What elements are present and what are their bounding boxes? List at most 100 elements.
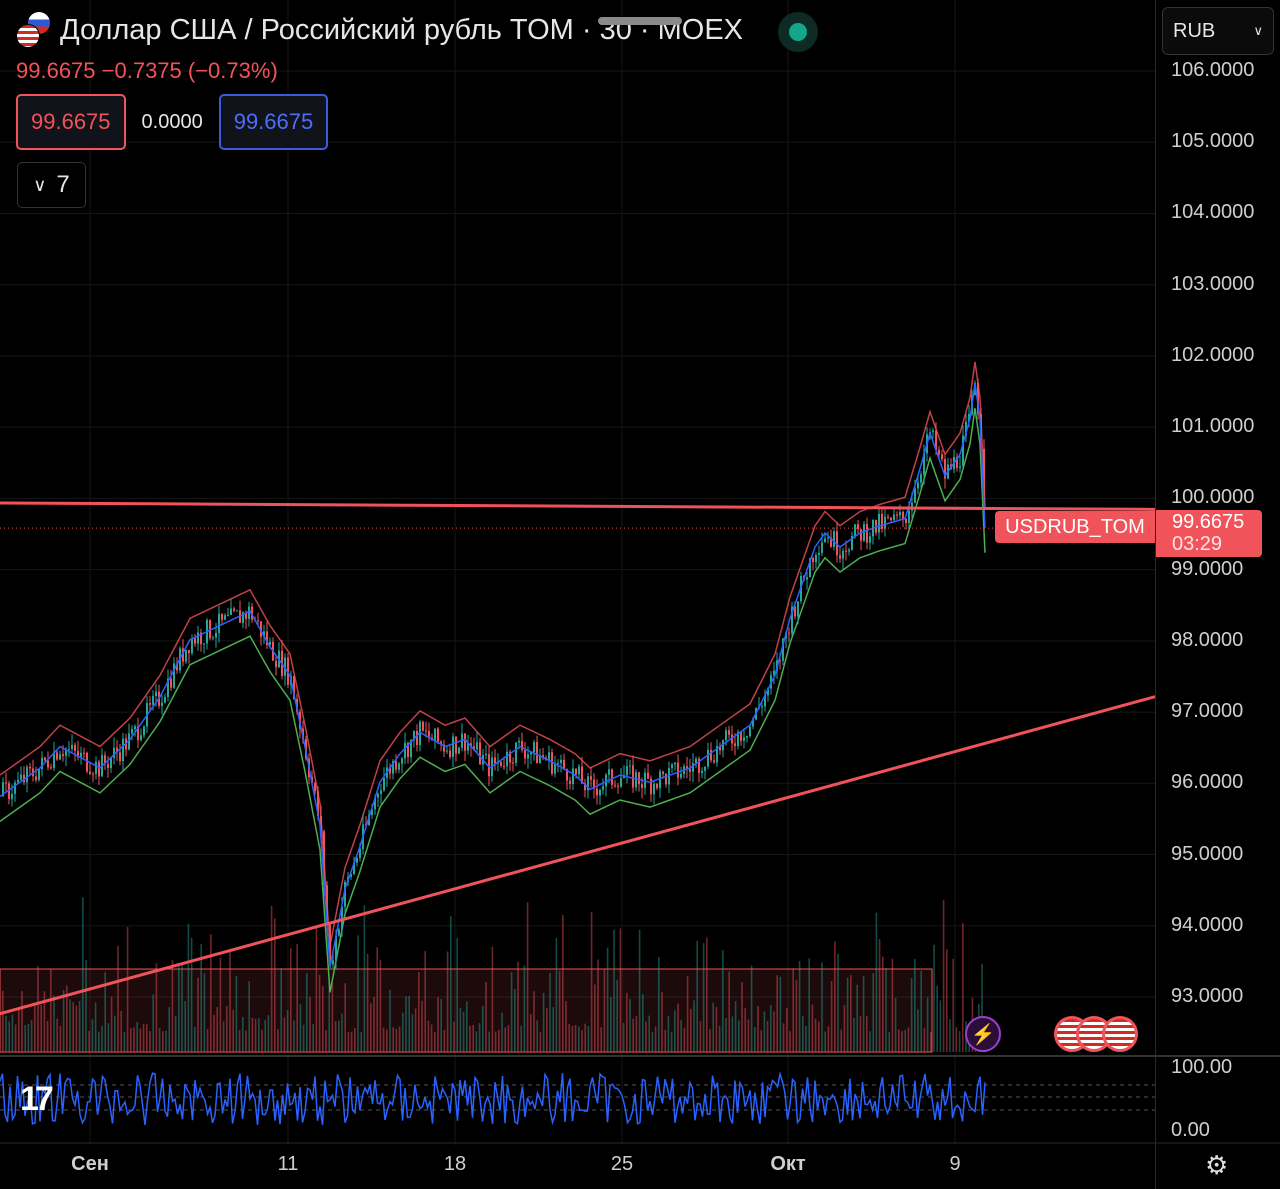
volume-bar bbox=[229, 950, 231, 1052]
candle-body bbox=[41, 757, 43, 770]
candle-body bbox=[983, 448, 985, 518]
sell-button[interactable]: 99.6675 bbox=[16, 94, 126, 150]
candle-body bbox=[875, 519, 877, 533]
y-tick-label: 93.0000 bbox=[1171, 984, 1244, 1007]
volume-bar bbox=[792, 968, 794, 1052]
volume-bar bbox=[686, 976, 689, 1052]
candle-body bbox=[977, 383, 979, 414]
candle-body bbox=[65, 749, 67, 756]
candle-body bbox=[161, 702, 163, 706]
candle-body bbox=[209, 619, 211, 639]
us-event-icon[interactable] bbox=[1102, 1016, 1138, 1052]
volume-bar bbox=[475, 1031, 478, 1052]
candle-body bbox=[824, 538, 826, 543]
candle-body bbox=[152, 696, 154, 705]
volume-bar bbox=[117, 945, 119, 1052]
volume-bar bbox=[232, 1009, 234, 1052]
market-status-icon[interactable] bbox=[778, 12, 818, 52]
candle-body bbox=[611, 769, 613, 785]
chevron-down-icon: ∨ bbox=[1253, 23, 1263, 38]
candle-body bbox=[845, 550, 847, 552]
candle-body bbox=[857, 524, 859, 530]
volume-bar bbox=[619, 928, 622, 1052]
volume-bar bbox=[606, 947, 609, 1052]
candle-body bbox=[404, 743, 406, 759]
volume-bar bbox=[821, 962, 823, 1052]
volume-bar bbox=[907, 1027, 910, 1052]
candle-body bbox=[380, 790, 382, 795]
volume-bar bbox=[318, 974, 321, 1052]
candle-body bbox=[194, 638, 196, 644]
candle-body bbox=[731, 734, 733, 744]
candle-body bbox=[968, 414, 970, 422]
candle-body bbox=[560, 759, 562, 764]
volume-bar bbox=[322, 986, 324, 1052]
volume-bar bbox=[952, 958, 954, 1052]
volume-bar bbox=[312, 1023, 314, 1052]
volume-bar bbox=[286, 1010, 289, 1052]
candle-body bbox=[680, 773, 682, 778]
volume-bar bbox=[50, 969, 52, 1052]
lightning-event-icon[interactable]: ⚡ bbox=[965, 1016, 1001, 1052]
volume-bar bbox=[523, 965, 526, 1052]
volume-bar bbox=[66, 985, 68, 1052]
volume-bar bbox=[718, 1025, 721, 1052]
volume-bar bbox=[203, 973, 206, 1052]
candle-body bbox=[749, 726, 751, 737]
volume-bar bbox=[315, 927, 318, 1052]
volume-bar bbox=[370, 1003, 372, 1052]
volume-bar bbox=[30, 1020, 33, 1052]
candle-body bbox=[455, 736, 457, 754]
volume-bar bbox=[213, 1014, 215, 1052]
candle-body bbox=[881, 513, 883, 529]
volume-bar bbox=[642, 994, 644, 1052]
volume-bar bbox=[498, 1029, 500, 1052]
candle-body bbox=[332, 960, 334, 965]
candle-body bbox=[839, 555, 841, 559]
volume-bar bbox=[690, 1008, 692, 1052]
indicators-toggle-button[interactable]: ∨ 7 bbox=[17, 162, 86, 208]
y-tick-label: 103.0000 bbox=[1171, 272, 1255, 295]
candle-body bbox=[569, 780, 571, 784]
volume-bar bbox=[139, 1028, 142, 1052]
volume-bar bbox=[456, 938, 458, 1052]
volume-bar bbox=[133, 1027, 135, 1052]
volume-bar bbox=[510, 972, 513, 1052]
candle-body bbox=[533, 742, 535, 753]
candle-body bbox=[518, 740, 520, 743]
candle-body bbox=[566, 769, 568, 781]
candle-body bbox=[902, 511, 904, 519]
volume-bar bbox=[811, 1004, 814, 1052]
volume-bar bbox=[258, 1018, 260, 1052]
price-change: 99.6675 −0.7375 (−0.73%) bbox=[16, 58, 278, 83]
candle-body bbox=[401, 758, 403, 764]
candle-body bbox=[740, 731, 742, 741]
candle-body bbox=[413, 730, 415, 740]
volume-bar bbox=[917, 1009, 919, 1052]
volume-bar bbox=[379, 959, 382, 1052]
trailing-stop-green bbox=[0, 408, 986, 993]
candle-body bbox=[653, 783, 655, 795]
candle-body bbox=[521, 740, 523, 751]
volume-bar bbox=[72, 1002, 74, 1052]
volume-bar bbox=[622, 1022, 625, 1052]
settings-gear-icon[interactable]: ⚙ bbox=[1205, 1150, 1229, 1180]
volume-bar bbox=[677, 1003, 679, 1052]
candle-body bbox=[698, 758, 700, 774]
candle-body bbox=[719, 745, 721, 751]
currency-select[interactable]: RUB ∨ bbox=[1162, 7, 1274, 55]
volume-bar bbox=[2, 990, 4, 1052]
volume-bar bbox=[712, 1002, 714, 1052]
buy-button[interactable]: 99.6675 bbox=[218, 94, 329, 150]
candle-body bbox=[815, 554, 817, 563]
volume-bar bbox=[142, 1023, 145, 1052]
volume-bar bbox=[277, 1029, 279, 1052]
volume-bar bbox=[837, 953, 839, 1052]
volume-bar bbox=[645, 1021, 647, 1052]
volume-bar bbox=[430, 1024, 433, 1052]
volume-bar bbox=[491, 946, 494, 1052]
candle-body bbox=[677, 762, 679, 778]
candle-body bbox=[17, 779, 19, 783]
candle-body bbox=[974, 383, 976, 396]
